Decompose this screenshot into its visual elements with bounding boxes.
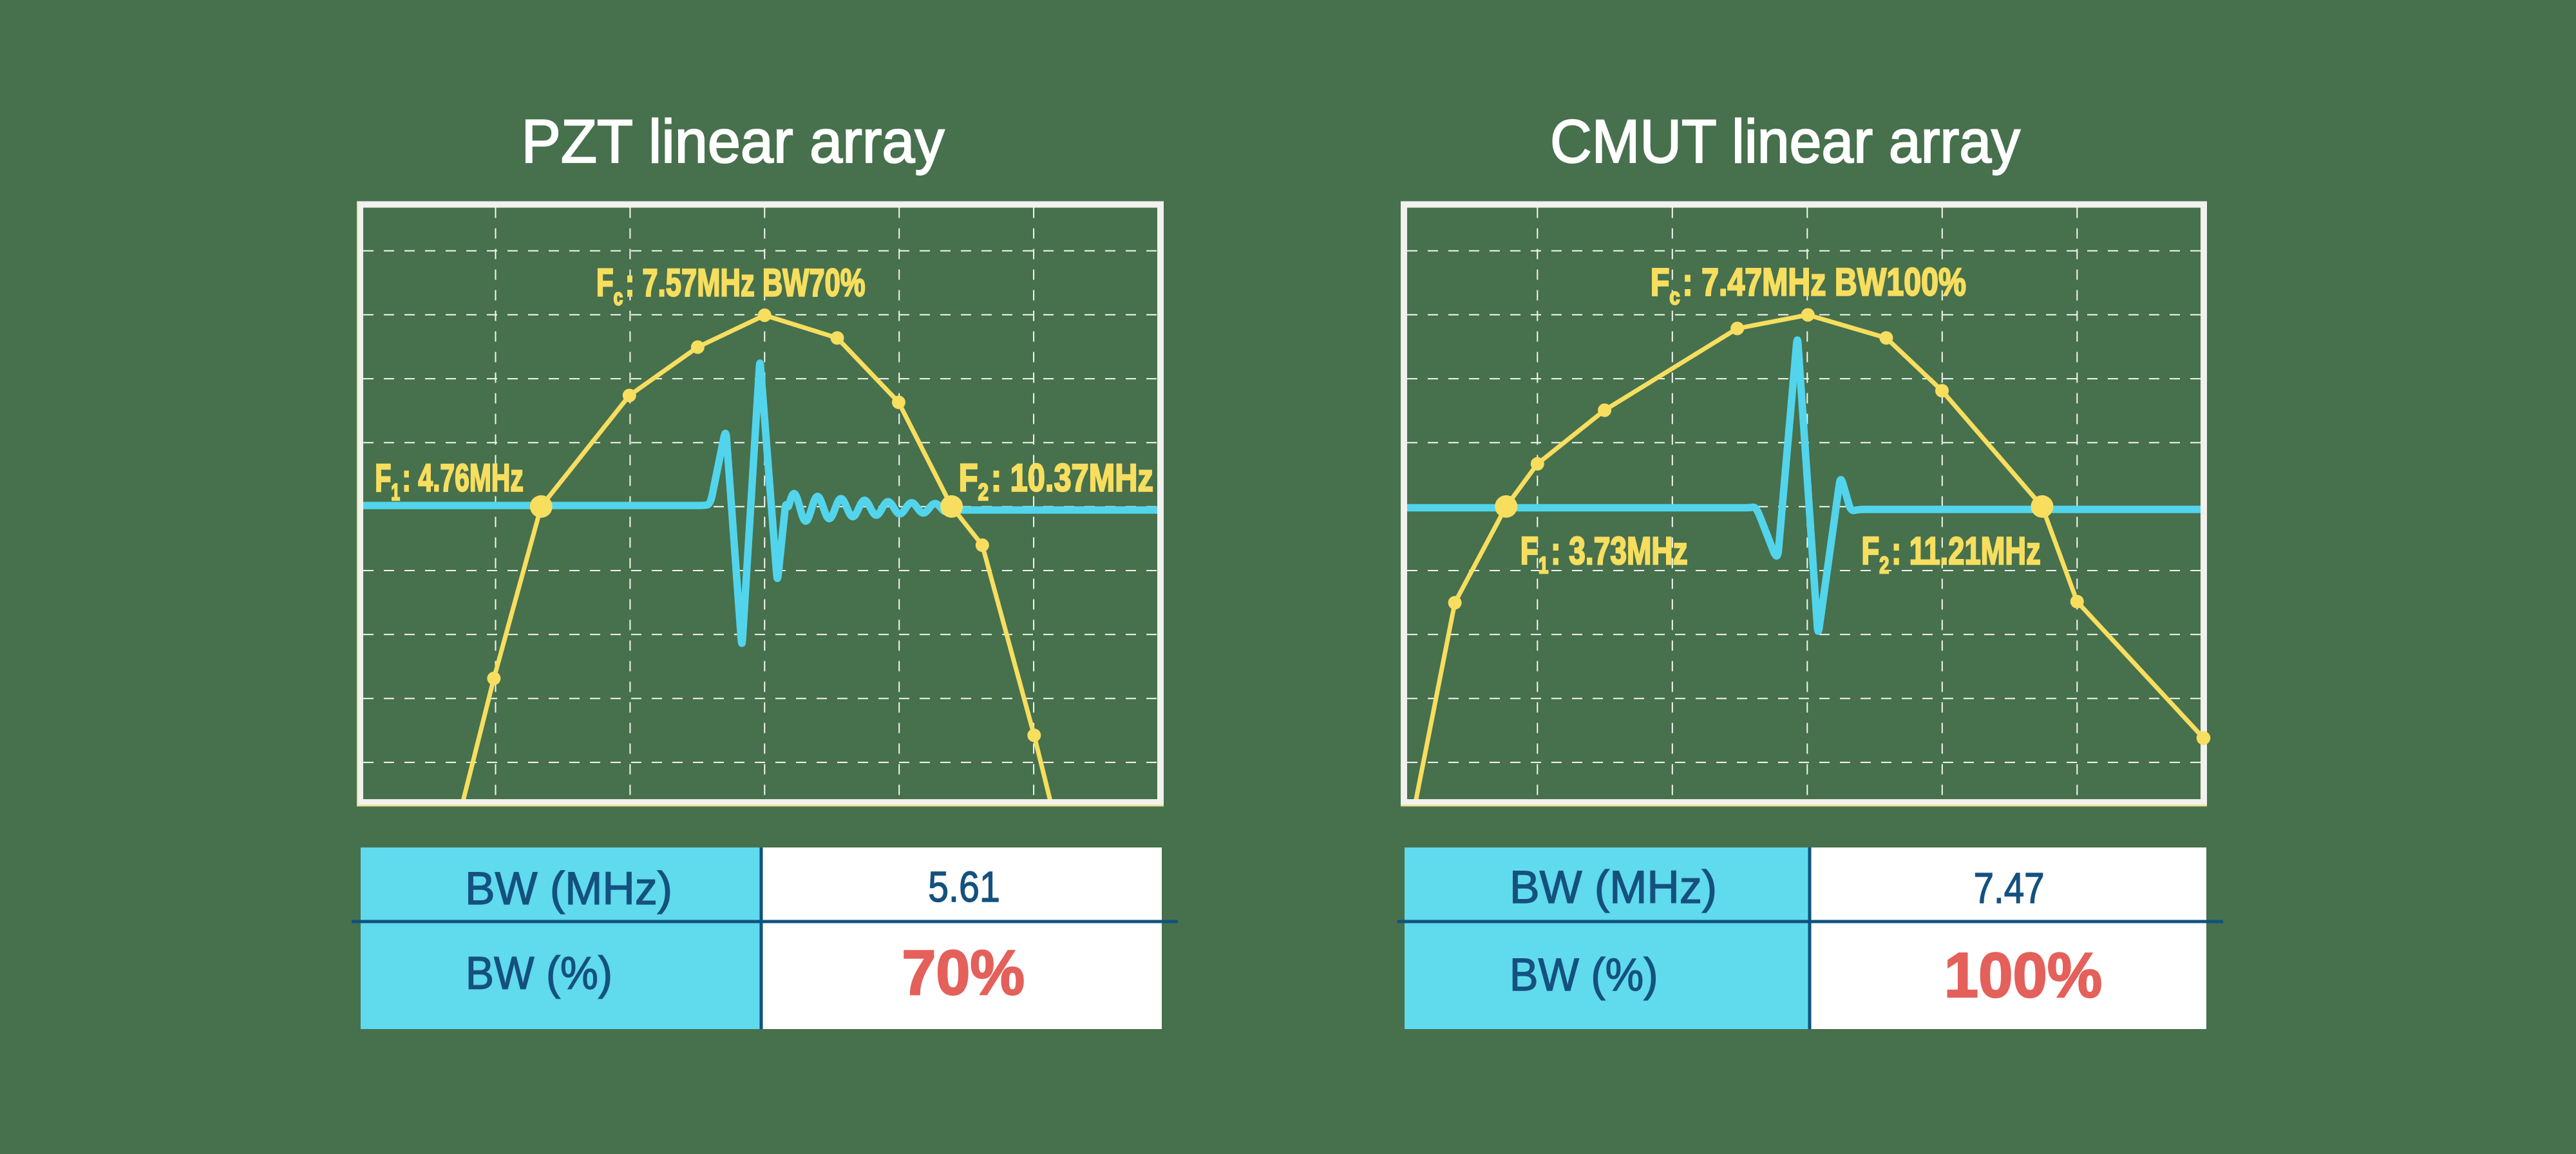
svg-text:Fc: 7.47MHz BW100%: Fc: 7.47MHz BW100% (1651, 260, 1966, 309)
svg-text:7.47: 7.47 (1974, 865, 2045, 913)
svg-text:F1: 3.73MHz: F1: 3.73MHz (1520, 530, 1688, 578)
svg-text:5.61: 5.61 (928, 864, 1000, 911)
svg-text:CMUT linear array: CMUT linear array (1550, 107, 2020, 176)
svg-text:BW (MHz): BW (MHz) (465, 862, 672, 914)
svg-text:PZT linear array: PZT linear array (522, 107, 945, 176)
svg-text:BW (%): BW (%) (1510, 949, 1658, 1000)
svg-text:BW (MHz): BW (MHz) (1510, 861, 1717, 913)
svg-text:F2: 10.37MHz: F2: 10.37MHz (959, 457, 1153, 505)
svg-text:70%: 70% (902, 938, 1025, 1008)
svg-text:Fc: 7.57MHz BW70%: Fc: 7.57MHz BW70% (596, 262, 866, 310)
svg-text:BW (%): BW (%) (466, 947, 612, 999)
svg-text:100%: 100% (1944, 940, 2103, 1010)
